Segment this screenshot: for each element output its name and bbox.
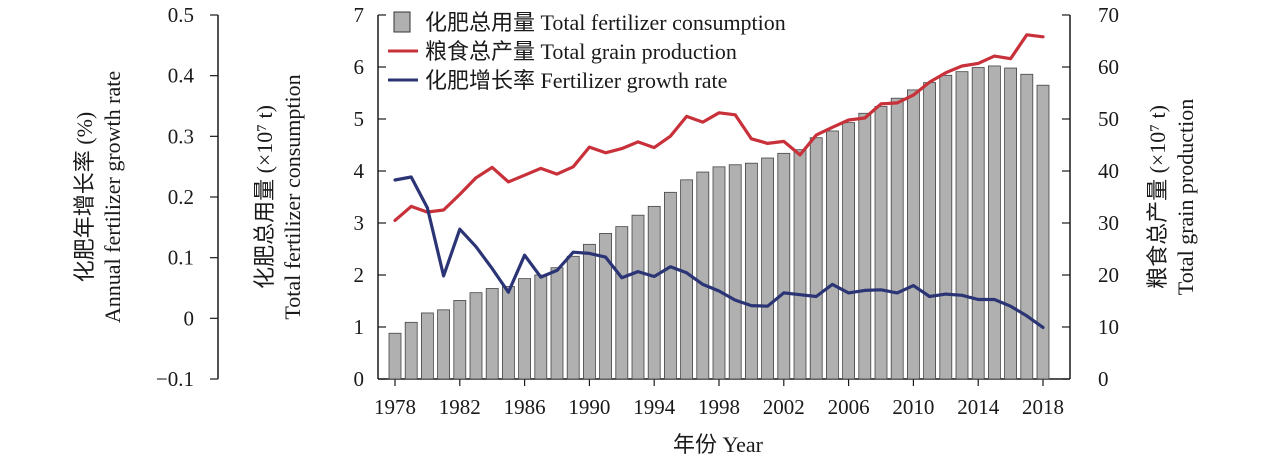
fertilizer-tick-label: 4 (354, 159, 365, 183)
x-tick-label: 1998 (698, 395, 740, 419)
growth-rate-tick-label: 0.4 (168, 64, 195, 88)
x-axis-title: 年份 Year (673, 432, 764, 457)
fertilizer-bar (826, 130, 839, 380)
fertilizer-tick-label: 3 (354, 211, 365, 235)
fertilizer-tick-label: 0 (354, 367, 365, 391)
grain-tick-label: 30 (1098, 211, 1119, 235)
grain-production-line (393, 33, 1045, 222)
growth-rate-tick-label: −0.1 (156, 367, 194, 391)
fertilizer-bar (501, 286, 515, 380)
fertilizer-bar (874, 106, 888, 380)
x-tick-label: 1982 (439, 395, 481, 419)
growth-rate-axis-title-cn: 化肥年增长率 (%) (72, 112, 97, 282)
fertilizer-tick-label: 6 (354, 55, 365, 79)
growth-rate-tick-label: 0.1 (168, 246, 194, 270)
growth-rate-tick-label: 0 (184, 306, 195, 330)
fertilizer-bar (858, 112, 872, 380)
fertilizer-bar (437, 309, 451, 380)
grain-tick-label: 60 (1098, 55, 1119, 79)
x-tick-label: 1990 (568, 395, 610, 419)
fertilizer-bar (842, 122, 855, 380)
fertilizer-bar (518, 278, 531, 380)
fertilizer-bar (599, 232, 612, 380)
fertilizer-bar (534, 274, 548, 380)
fertilizer-bar (1020, 73, 1034, 380)
fertilizer-bar (388, 332, 402, 380)
fertilizer-bar (647, 205, 661, 380)
x-tick-label: 1994 (633, 395, 676, 419)
growth-rate-axis-title: 化肥年增长率 (%) Annual fertilizer growth rate (72, 71, 125, 323)
legend-label-fertilizer: 化肥总用量 Total fertilizer consumption (425, 10, 786, 35)
fertilizer-bar (485, 288, 499, 380)
ticks: 0 1 2 3 4 5 6 7 −0.1 0 0.1 0.2 0.3 0.4 0.5 0 10 20 30 40 50 6… (156, 3, 1119, 419)
fertilizer-axis-title-en: Total fertilizer consumption (280, 74, 305, 319)
fertilizer-bar (712, 166, 726, 380)
legend-label-growth: 化肥增长率 Fertilizer growth rate (425, 68, 727, 93)
series-lines (393, 33, 1045, 329)
fertilizer-tick-label: 5 (354, 107, 365, 131)
grain-axis-title-en: Total grain production (1173, 99, 1198, 295)
fertilizer-bar (664, 191, 677, 380)
fertilizer-bar (890, 97, 904, 380)
grain-tick-label: 40 (1098, 159, 1119, 183)
fertilizer-bar (550, 267, 564, 380)
grain-tick-label: 50 (1098, 107, 1119, 131)
fertilizer-bar (923, 82, 936, 380)
fertilizer-bar (420, 312, 434, 380)
fertilizer-bar (988, 65, 1001, 380)
fertilizer-bar (728, 164, 742, 380)
fertilizer-tick-label: 1 (354, 315, 365, 339)
fertilizer-bar (761, 157, 774, 380)
legend-swatch-fertilizer (393, 11, 411, 33)
grain-tick-label: 20 (1098, 263, 1119, 287)
fertilizer-bar (566, 255, 580, 380)
fertilizer-growth-rate-line (393, 175, 1045, 329)
fertilizer-bar (469, 292, 483, 380)
growth-rate-axis-title-en: Annual fertilizer growth rate (100, 71, 125, 323)
growth-rate-tick-label: 0.3 (168, 124, 194, 148)
fertilizer-bar (453, 300, 467, 380)
legend: 化肥总用量 Total fertilizer consumption 粮食总产量… (388, 10, 786, 93)
fertilizer-bar (680, 179, 693, 380)
grain-tick-label: 0 (1098, 367, 1109, 391)
fertilizer-bar (777, 152, 791, 380)
grain-tick-label: 70 (1098, 3, 1119, 27)
fertilizer-bar (745, 162, 758, 380)
fertilizer-bar (404, 321, 418, 380)
grain-axis-title-cn: 粮食总产量 (×10⁷ t) (1145, 105, 1170, 289)
x-tick-label: 2018 (1022, 395, 1064, 419)
fertilizer-tick-label: 7 (354, 3, 365, 27)
x-tick-label: 1986 (504, 395, 546, 419)
fertilizer-bar (809, 137, 823, 380)
fertilizer-bar (583, 243, 596, 380)
x-tick-label: 2006 (828, 395, 870, 419)
growth-rate-tick-label: 0.5 (168, 3, 194, 27)
growth-rate-tick-label: 0.2 (168, 185, 194, 209)
fertilizer-bar (1004, 67, 1017, 380)
fertilizer-tick-label: 2 (354, 263, 365, 287)
fertilizer-bar (971, 67, 985, 380)
fertilizer-axis-title: 化肥总用量 (×10⁷ t) Total fertilizer consumpt… (252, 74, 305, 319)
x-tick-label: 2010 (892, 395, 934, 419)
x-tick-label: 1978 (374, 395, 416, 419)
x-tick-label: 2014 (957, 395, 1000, 419)
fertilizer-bar (696, 171, 710, 380)
fertilizer-bar (939, 74, 953, 380)
fertilizer-bar (615, 226, 629, 380)
fertilizer-axis-title-cn: 化肥总用量 (×10⁷ t) (252, 105, 277, 289)
fertilizer-bar (631, 214, 645, 380)
fertilizer-bars (388, 65, 1050, 380)
fertilizer-bar (955, 71, 969, 380)
grain-axis-title: 粮食总产量 (×10⁷ t) Total grain production (1145, 99, 1198, 295)
fertilizer-bar (793, 149, 807, 380)
legend-label-grain: 粮食总产量 Total grain production (425, 39, 737, 64)
x-tick-label: 2002 (763, 395, 805, 419)
grain-tick-label: 10 (1098, 315, 1119, 339)
fertilizer-bar (1036, 84, 1050, 380)
fertilizer-bar (907, 89, 920, 380)
